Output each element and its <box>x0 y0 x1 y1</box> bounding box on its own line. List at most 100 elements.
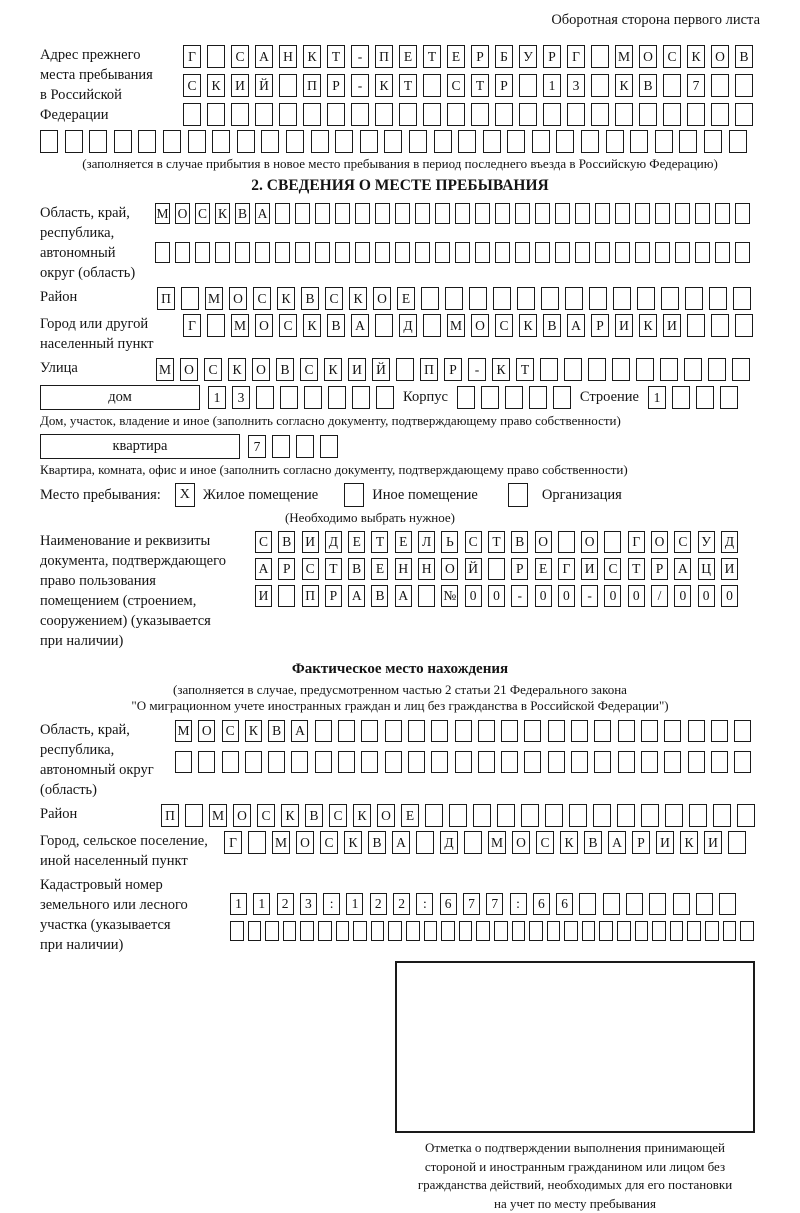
char-cell <box>695 203 710 224</box>
char-cell: К <box>560 831 578 854</box>
char-cell: В <box>268 720 286 742</box>
char-cell <box>493 287 511 310</box>
char-cell: 0 <box>604 585 622 607</box>
char-cell <box>195 242 210 263</box>
char-cell: С <box>663 45 681 68</box>
doc-row-3: И П Р А В А № 0 0-0 0-0 0/0 0 0 <box>255 585 738 607</box>
char-cell: Т <box>399 74 417 97</box>
checkbox-organizatsiya <box>507 483 528 507</box>
char-cell <box>665 804 683 827</box>
char-cell <box>431 751 449 773</box>
char-cell <box>425 804 443 827</box>
char-cell <box>636 358 654 381</box>
char-cell <box>198 751 216 773</box>
char-cell: Е <box>447 45 465 68</box>
char-cell <box>261 130 280 153</box>
char-cell: Г <box>224 831 242 854</box>
char-cell <box>454 751 472 773</box>
doc-label: Наименование и реквизиты документа, подт… <box>40 533 226 649</box>
char-cell: - <box>581 585 599 607</box>
char-cell <box>705 921 719 941</box>
char-cell <box>280 386 298 409</box>
char-cell <box>278 585 296 607</box>
char-cell: В <box>735 45 753 68</box>
char-cell: О <box>512 831 530 854</box>
kvartira-cells: 7 <box>248 435 338 458</box>
char-cell: К <box>615 74 633 97</box>
char-cell: 2 <box>393 893 411 915</box>
char-cell: О <box>175 203 190 224</box>
char-cell <box>423 921 438 941</box>
char-cell <box>734 720 752 742</box>
char-cell <box>275 242 290 263</box>
korpus-label: Корпус <box>403 389 448 405</box>
char-cell <box>552 386 571 409</box>
char-cell <box>635 242 650 263</box>
char-cell: С <box>604 558 622 580</box>
char-cell <box>388 921 402 941</box>
char-cell: П <box>301 585 319 607</box>
char-cell <box>355 203 370 224</box>
char-cell <box>511 921 526 941</box>
char-cell: К <box>277 287 295 310</box>
char-cell <box>231 103 249 126</box>
char-cell: И <box>720 558 738 580</box>
char-cell: К <box>349 287 367 310</box>
char-cell: А <box>394 585 412 607</box>
char-cell: К <box>344 831 362 854</box>
char-cell: Р <box>278 558 296 580</box>
char-cell <box>535 203 550 224</box>
char-cell <box>613 287 631 310</box>
char-cell: Ц <box>697 558 715 580</box>
char-cell <box>497 804 515 827</box>
char-cell: : <box>323 893 341 915</box>
char-cell: М <box>155 203 170 224</box>
char-cell <box>630 130 649 153</box>
char-cell <box>504 386 523 409</box>
char-cell <box>495 203 510 224</box>
stamp-note: Отметка о подтверждении выполнения прини… <box>417 1140 733 1211</box>
char-cell: Е <box>371 558 389 580</box>
char-cell <box>315 242 330 263</box>
char-cell: Е <box>397 287 415 310</box>
char-cell: Н <box>394 558 412 580</box>
char-cell: К <box>375 74 393 97</box>
char-cell <box>335 921 350 941</box>
char-cell: О <box>252 358 270 381</box>
char-cell <box>661 287 679 310</box>
char-cell <box>664 720 682 742</box>
char-cell <box>473 804 491 827</box>
char-cell <box>375 314 393 337</box>
char-cell <box>547 751 565 773</box>
prev-address-block: Адрес прежнего места пребывания в Россий… <box>40 45 760 126</box>
char-cell <box>215 242 230 263</box>
char-cell: П <box>157 287 175 310</box>
char-cell <box>594 751 612 773</box>
char-cell <box>295 242 310 263</box>
char-cell <box>679 130 698 153</box>
char-cell <box>433 130 452 153</box>
stay-place-row: Место пребывания: X Жилое помещение Иное… <box>40 483 760 507</box>
char-cell: Т <box>471 74 489 97</box>
char-cell <box>652 921 666 941</box>
char-cell: О <box>534 531 552 553</box>
char-cell: 0 <box>627 585 645 607</box>
char-cell <box>602 893 620 915</box>
char-cell <box>735 203 750 224</box>
stay-place-note: (Необходимо выбрать нужное) <box>284 510 456 525</box>
char-cell <box>695 893 713 915</box>
char-cell: А <box>351 314 369 337</box>
char-cell: В <box>543 314 561 337</box>
char-cell: Д <box>324 531 342 553</box>
char-cell <box>669 921 684 941</box>
char-cell <box>501 720 519 742</box>
char-cell <box>654 130 673 153</box>
fact-oblast-row-2 <box>175 751 752 773</box>
char-cell <box>441 921 455 941</box>
char-cell <box>395 242 410 263</box>
char-cell: С <box>257 804 275 827</box>
char-cell <box>528 386 547 409</box>
char-cell: П <box>303 74 321 97</box>
checkbox-inoe <box>344 483 365 507</box>
